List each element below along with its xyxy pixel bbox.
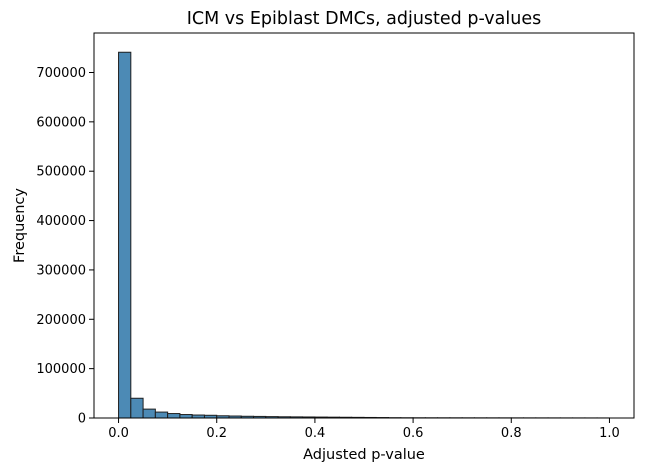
histogram-bar	[142, 408, 156, 419]
y-tick-label: 300000	[36, 263, 86, 278]
histogram-bar	[167, 413, 181, 419]
histogram-bar	[130, 397, 144, 419]
y-tick-label: 700000	[36, 66, 86, 81]
y-tick-label: 200000	[36, 313, 86, 328]
x-axis-ticks: 0.0 0.2 0.4 0.6 0.8 1.0	[108, 418, 620, 441]
x-tick-label: 0.2	[206, 426, 227, 441]
y-tick-label: 100000	[36, 362, 86, 377]
histogram-bar	[154, 411, 169, 419]
y-tick-label: 500000	[36, 165, 86, 180]
y-axis-label: Frequency	[12, 188, 28, 263]
axes-frame	[93, 32, 635, 419]
y-tick-label: 0	[78, 412, 86, 427]
y-tick-label: 600000	[36, 115, 86, 130]
x-tick-label: 1.0	[599, 426, 620, 441]
chart-title: ICM vs Epiblast DMCs, adjusted p-values	[187, 9, 541, 29]
x-axis-label: Adjusted p-value	[303, 447, 425, 463]
x-tick-label: 0.0	[108, 426, 129, 441]
x-tick-label: 0.8	[501, 426, 522, 441]
histogram-bar	[118, 51, 132, 419]
x-tick-label: 0.6	[403, 426, 424, 441]
histogram-bar	[179, 414, 193, 419]
y-tick-label: 400000	[36, 214, 86, 229]
x-tick-label: 0.4	[305, 426, 326, 441]
histogram-bars	[118, 51, 610, 419]
y-axis-ticks: 0 100000 200000 300000 400000 500000 600000 700…	[36, 66, 94, 427]
